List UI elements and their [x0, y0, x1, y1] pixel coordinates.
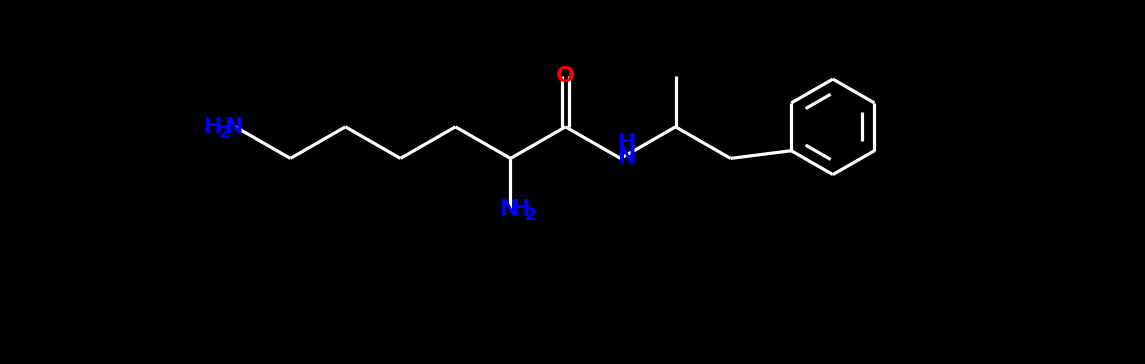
- Text: N: N: [226, 117, 244, 137]
- Text: N: N: [500, 199, 519, 219]
- Text: H: H: [618, 133, 637, 153]
- Text: H: H: [205, 117, 223, 137]
- Text: 2: 2: [524, 206, 537, 224]
- Text: H: H: [512, 199, 530, 219]
- Text: O: O: [556, 66, 575, 86]
- Text: 2: 2: [219, 124, 230, 142]
- Text: N: N: [618, 147, 637, 167]
